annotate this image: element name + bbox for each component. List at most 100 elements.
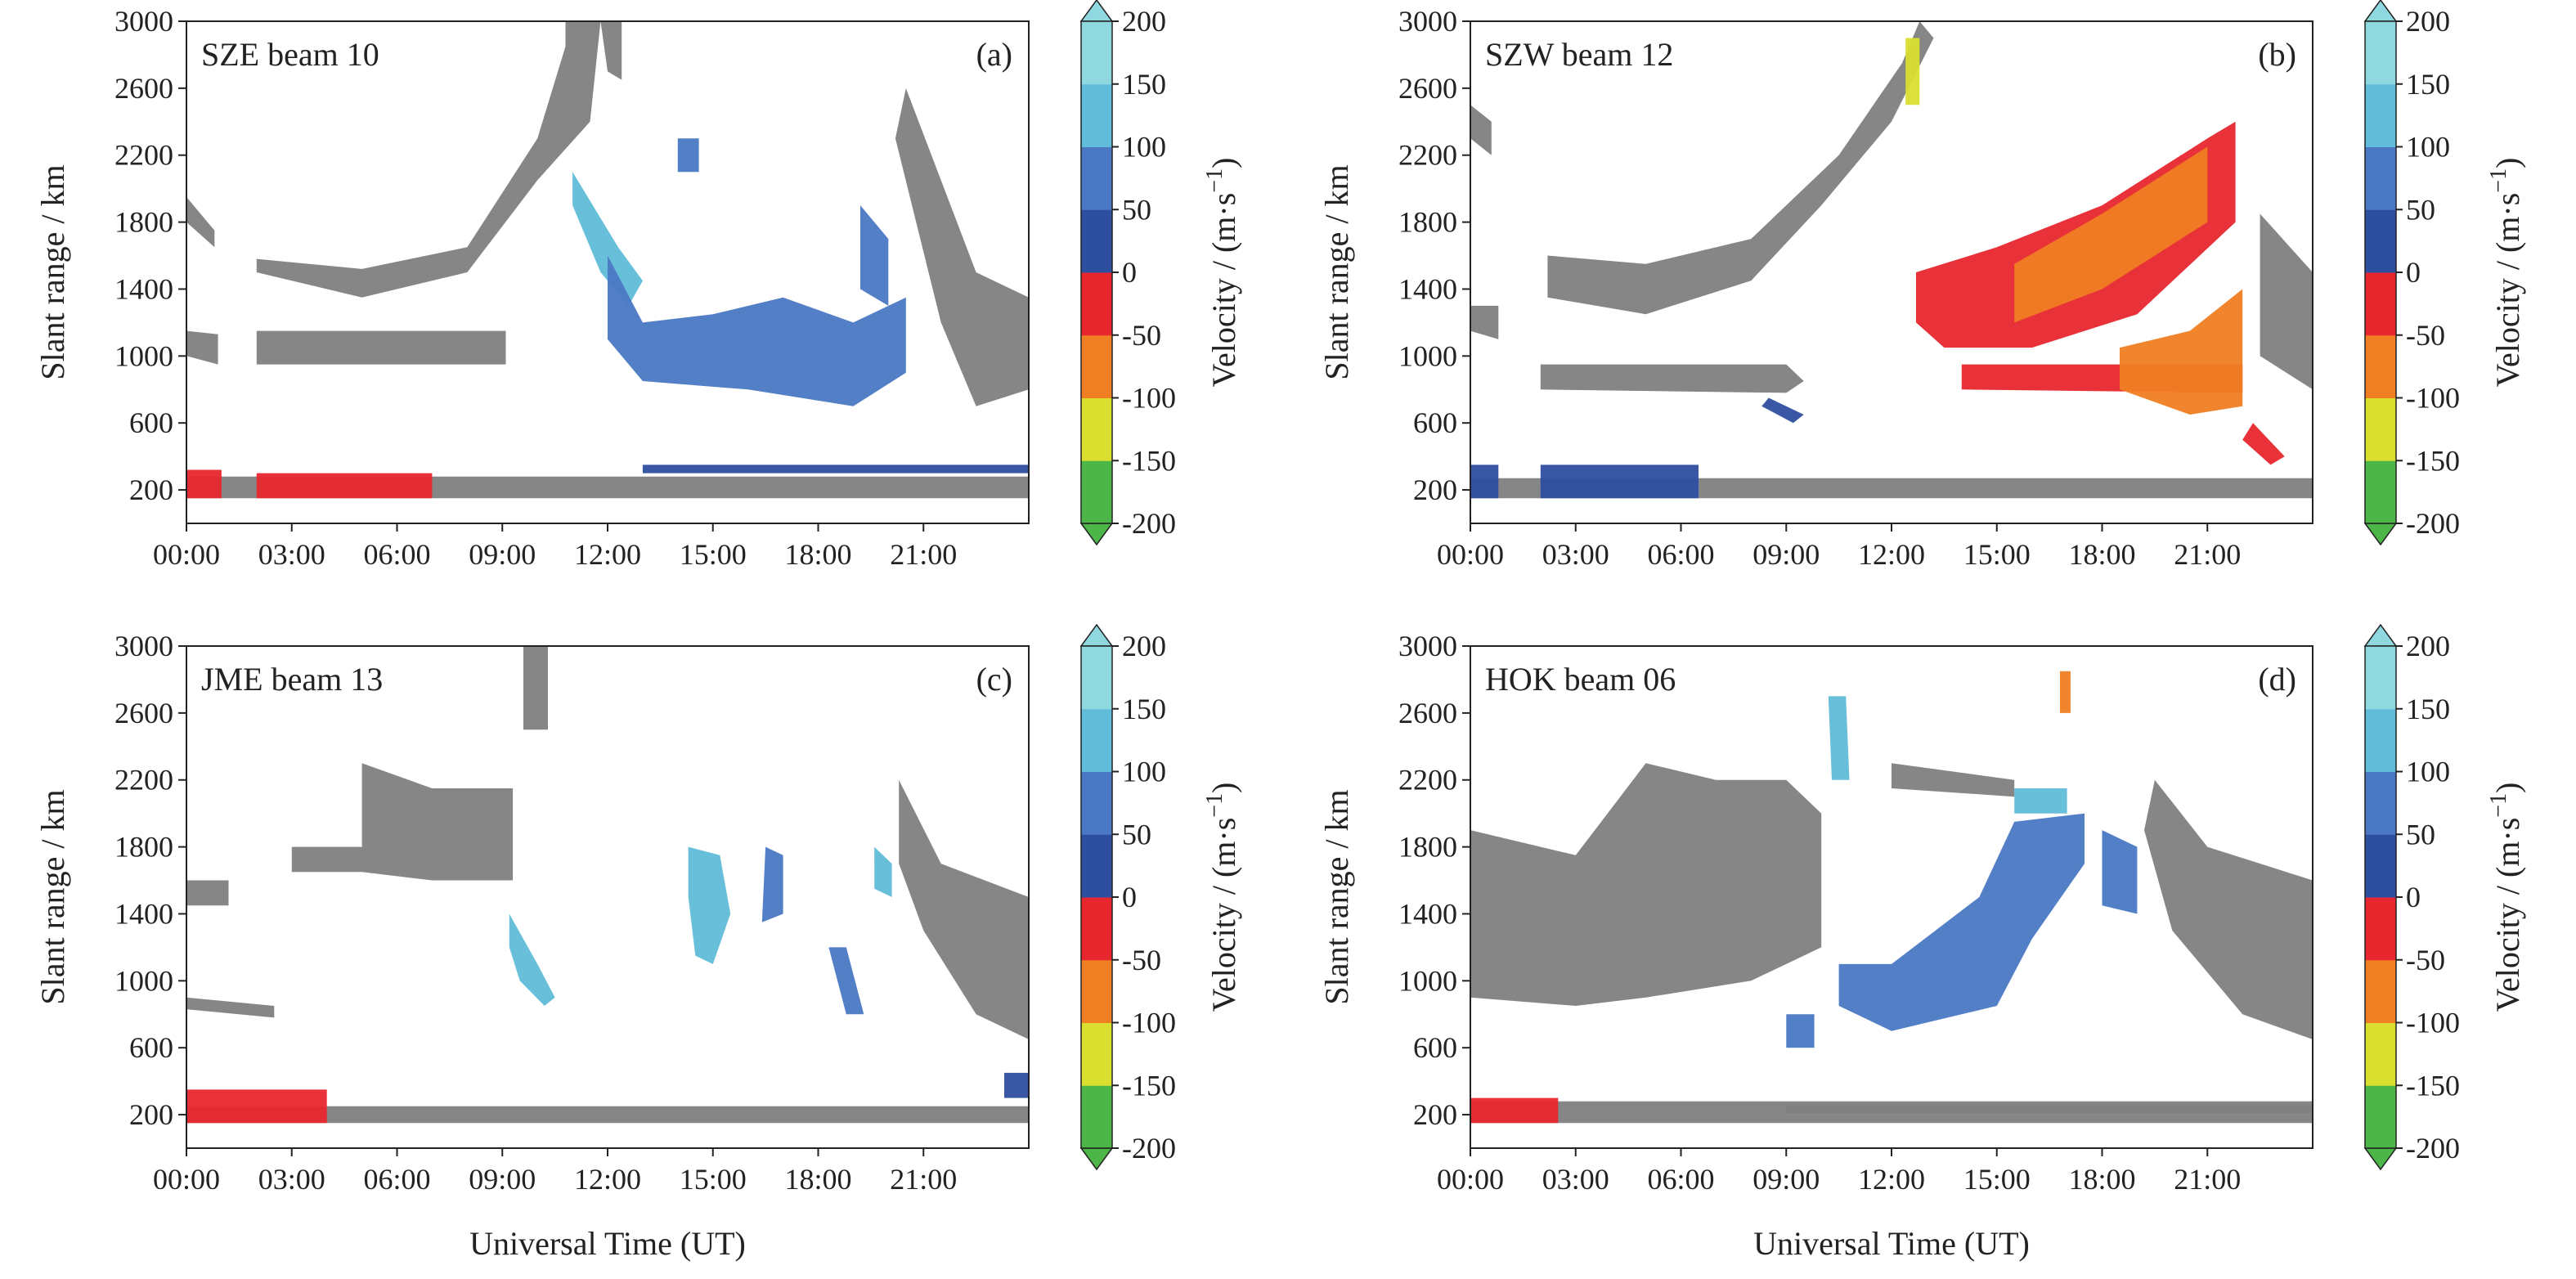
velocity-region <box>509 913 555 1006</box>
ground-scatter-region <box>600 21 622 80</box>
x-tick-label: 12:00 <box>1858 538 1925 571</box>
colorbar-segment <box>1081 897 1112 961</box>
y-tick-label: 1000 <box>114 964 173 997</box>
data-layer <box>1470 671 2313 1124</box>
y-tick-label: 600 <box>1413 406 1457 439</box>
velocity-region <box>186 1089 327 1124</box>
colorbar-label: Velocity / (m·s−1) <box>2486 158 2526 388</box>
y-tick-label: 3000 <box>1398 5 1457 38</box>
x-tick-label: 03:00 <box>258 1163 325 1196</box>
y-tick-label: 600 <box>129 1031 173 1064</box>
colorbar-label-main: Velocity / (m·s <box>1205 193 1242 388</box>
panel-tag: (c) <box>976 661 1012 698</box>
x-tick-label: 18:00 <box>784 538 851 571</box>
x-tick-label: 12:00 <box>574 538 641 571</box>
ground-scatter-region <box>1470 305 1499 339</box>
colorbar-tick-label: -150 <box>2406 444 2460 477</box>
velocity-region <box>2060 671 2071 713</box>
x-tick-label: 18:00 <box>2068 1163 2135 1196</box>
y-tick-label: 2600 <box>114 697 173 729</box>
colorbar-min-extension <box>2363 1147 2398 1171</box>
colorbar-tick-label: 150 <box>2406 693 2450 725</box>
colorbar-tick-label: -50 <box>2406 944 2445 976</box>
y-tick-label: 2200 <box>114 764 173 797</box>
panel-c: 00:00 03:00 06:00 09:00 12:00 15:00 18:00 21:00… <box>34 623 1242 1262</box>
velocity-region <box>1838 813 2085 1031</box>
colorbar-segment <box>2365 272 2396 336</box>
plot-area <box>186 646 1029 1148</box>
y-tick-label: 2200 <box>114 139 173 172</box>
colorbar-label-exponent: −1 <box>2486 793 2511 818</box>
y-tick-label: 1400 <box>114 272 173 305</box>
colorbar-tick-label: 0 <box>1122 881 1137 913</box>
y-tick-label: 1000 <box>1398 339 1457 372</box>
x-tick-label: 06:00 <box>363 1163 430 1196</box>
velocity-region <box>572 172 643 306</box>
colorbar-max-extension <box>1079 623 1114 647</box>
ground-scatter-region <box>256 21 601 298</box>
colorbar-label-close: ) <box>1205 783 1242 793</box>
velocity-region <box>688 846 731 964</box>
velocity-region <box>2120 289 2243 415</box>
colorbar-label: Velocity / (m·s−1) <box>1202 158 1242 388</box>
velocity-region <box>256 473 433 499</box>
panel-title: JME beam 13 <box>201 661 383 698</box>
y-tick-label: 2600 <box>114 72 173 105</box>
x-tick-label: 15:00 <box>1963 1163 2031 1196</box>
colorbar-segment <box>1081 959 1112 1023</box>
colorbar-min-extension <box>1079 523 1114 546</box>
colorbar-label-exponent: −1 <box>1202 168 1227 193</box>
y-tick-label: 3000 <box>114 5 173 38</box>
velocity-region <box>874 846 892 897</box>
colorbar-segment <box>1081 771 1112 835</box>
x-tick-label: 03:00 <box>1542 538 1609 571</box>
colorbar-segment <box>1081 460 1112 524</box>
colorbar-tick-label: -100 <box>1122 382 1176 415</box>
x-tick-label: 00:00 <box>153 538 220 571</box>
velocity-region <box>1786 1014 1815 1048</box>
y-tick-label: 1400 <box>1398 897 1457 930</box>
panel-d: 00:00 03:00 06:00 09:00 12:00 15:00 18:00 21:00… <box>1318 623 2526 1262</box>
colorbar-tick-label: 200 <box>2406 630 2450 662</box>
colorbar-label-main: Velocity / (m·s <box>2489 818 2526 1012</box>
colorbar-tick-label: 0 <box>2406 881 2421 913</box>
y-tick-label: 1800 <box>114 206 173 239</box>
colorbar-label-close: ) <box>1205 158 1242 168</box>
y-tick-label: 3000 <box>114 630 173 662</box>
velocity-region <box>1004 1072 1029 1098</box>
colorbar-tick-label: -200 <box>1122 507 1176 540</box>
colorbar-tick-label: -200 <box>1122 1132 1176 1165</box>
panel-tag: (b) <box>2258 36 2296 73</box>
colorbar: -200 -150 -100 -50 0 50 100 150 200 Velocity / (m… <box>2363 0 2526 546</box>
velocity-region <box>642 464 1029 473</box>
ground-scatter-region <box>1470 1101 2313 1124</box>
colorbar-tick-label: -150 <box>1122 1069 1176 1102</box>
velocity-region <box>1761 397 1804 424</box>
panel-b: 00:00 03:00 06:00 09:00 12:00 15:00 18:00 21:00… <box>1318 0 2526 571</box>
y-tick-label: 1800 <box>114 831 173 864</box>
ground-scatter-region <box>291 763 514 881</box>
colorbar-segment <box>2365 460 2396 524</box>
colorbar-label-main: Velocity / (m·s <box>1205 818 1242 1012</box>
velocity-region <box>1470 1097 1559 1124</box>
x-tick-label: 00:00 <box>1437 1163 1504 1196</box>
x-tick-label: 15:00 <box>680 538 747 571</box>
colorbar: -200 -150 -100 -50 0 50 100 150 200 Velocity / (m… <box>1079 0 1242 546</box>
x-tick-label: 06:00 <box>1647 1163 1714 1196</box>
velocity-region <box>860 205 889 306</box>
y-tick-label: 200 <box>1413 473 1457 506</box>
colorbar-tick-label: 100 <box>2406 131 2450 164</box>
panel-a: 00:00 03:00 06:00 09:00 12:00 15:00 18:00 21:00… <box>34 0 1242 571</box>
ground-scatter-region <box>1470 763 1822 1006</box>
ground-scatter-region <box>1470 105 1492 155</box>
colorbar-segment <box>2365 146 2396 210</box>
y-tick-label: 2600 <box>1398 697 1457 729</box>
velocity-region <box>677 138 699 173</box>
colorbar-label-close: ) <box>2489 158 2526 168</box>
data-layer <box>186 646 1029 1124</box>
ground-scatter-region <box>186 880 229 906</box>
ground-scatter-region <box>186 997 275 1018</box>
colorbar-segment <box>2365 897 2396 961</box>
colorbar-segment <box>2365 959 2396 1023</box>
y-tick-label: 2600 <box>1398 72 1457 105</box>
